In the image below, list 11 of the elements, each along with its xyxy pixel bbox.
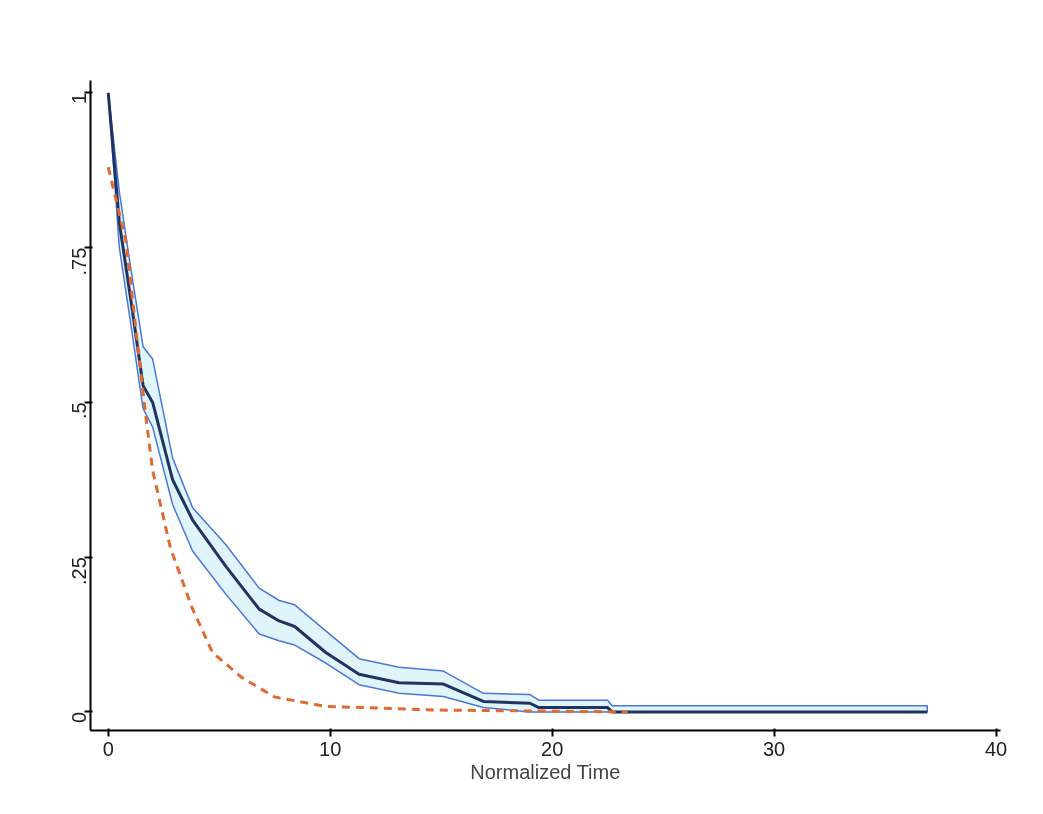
- y-tick-label: 1: [68, 92, 91, 104]
- y-tick-label: 0: [68, 711, 91, 724]
- y-tick-label: .25: [68, 557, 91, 585]
- x-tick-label: 10: [319, 737, 342, 760]
- x-tick-label: 20: [541, 737, 564, 760]
- x-axis-title: Normalized Time: [470, 760, 621, 783]
- x-tick-label: 30: [762, 737, 786, 760]
- x-tick-label: 40: [984, 737, 1008, 760]
- x-tick-label: 0: [102, 737, 114, 760]
- y-tick-label: .5: [68, 402, 91, 420]
- y-tick-label: .75: [68, 247, 91, 276]
